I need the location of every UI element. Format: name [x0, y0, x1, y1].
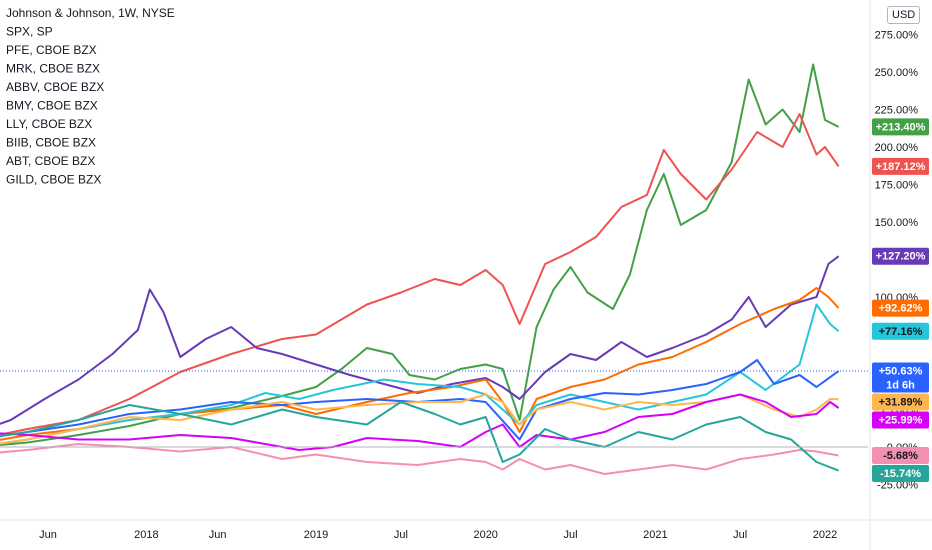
y-tick-label: 225.00% — [875, 105, 919, 117]
last-value-badge — [872, 247, 929, 265]
last-value-label: +25.99% — [879, 415, 923, 427]
y-tick-label: 250.00% — [875, 67, 919, 79]
last-value-label: +187.12% — [876, 161, 926, 173]
last-value-badge — [872, 118, 929, 136]
compare-symbol-label[interactable]: SPX, SP — [6, 25, 53, 39]
y-tick-label: 200.00% — [875, 142, 919, 154]
compare-symbol-label[interactable]: GILD, CBOE BZX — [6, 173, 101, 187]
compare-symbol-label[interactable]: ABBV, CBOE BZX — [6, 80, 104, 94]
last-value-label: +213.40% — [876, 121, 926, 133]
x-tick-label: 2019 — [304, 529, 328, 541]
last-value-label: +92.62% — [879, 303, 923, 315]
last-value-badge — [872, 299, 929, 317]
series-line-7 — [0, 393, 840, 451]
compare-symbol-label[interactable]: ABT, CBOE BZX — [6, 154, 95, 168]
y-tick-label: -25.00% — [877, 480, 918, 492]
last-value-badge — [872, 411, 929, 429]
series-line-2 — [0, 255, 840, 425]
last-value-badge — [872, 362, 929, 393]
series-line-5 — [0, 359, 840, 441]
currency-button[interactable]: USD — [887, 6, 921, 24]
y-tick-label: 175.00% — [875, 180, 919, 192]
symbol-legend: Johnson & Johnson, 1W, NYSE SPX, SP PFE, C… — [6, 6, 175, 187]
compare-symbol-label[interactable]: BMY, CBOE BZX — [6, 99, 98, 113]
compare-symbol-label[interactable]: LLY, CBOE BZX — [6, 117, 92, 131]
last-value-label: +77.16% — [879, 326, 923, 338]
main-symbol-title[interactable]: Johnson & Johnson, 1W, NYSE — [6, 6, 175, 20]
last-value-label: +127.20% — [876, 251, 926, 263]
x-tick-label: 2022 — [813, 529, 837, 541]
compare-symbol-label[interactable]: PFE, CBOE BZX — [6, 43, 97, 57]
x-tick-label: Jun — [39, 529, 57, 541]
series-line-0 — [0, 63, 840, 446]
x-tick-label: 2018 — [134, 529, 158, 541]
last-value-label: -5.68% — [883, 450, 918, 462]
series-line-6 — [0, 393, 839, 445]
x-tick-label: Jul — [733, 529, 747, 541]
compare-symbol-label[interactable]: MRK, CBOE BZX — [6, 62, 100, 76]
last-value-badge — [872, 447, 929, 465]
y-tick-label: 150.00% — [875, 217, 919, 229]
last-value-badge — [872, 393, 929, 411]
last-value-label: -15.74% — [880, 468, 921, 480]
x-tick-label: 2021 — [643, 529, 667, 541]
series-line-4 — [0, 303, 840, 445]
series-lines — [0, 63, 840, 475]
series-line-8 — [0, 443, 839, 475]
last-value-label: +31.89% — [879, 397, 923, 409]
y-tick-label: 275.00% — [875, 30, 919, 42]
compare-symbol-label[interactable]: BIIB, CBOE BZX — [6, 136, 96, 150]
last-value-label: +50.63% — [879, 366, 923, 378]
bar-countdown-label: 1d 6h — [886, 380, 915, 392]
last-value-badges: +213.40% +187.12% +127.20% +92.62% +77.16% +5… — [872, 118, 929, 483]
series-line-1 — [0, 113, 840, 436]
time-axis[interactable]: Jun 2018 Jun 2019 Jul 2020 Jul 2021 Jul 2022 — [39, 529, 837, 541]
x-tick-label: Jun — [209, 529, 227, 541]
x-tick-label: 2020 — [473, 529, 497, 541]
reference-lines — [0, 370, 868, 448]
last-value-badge — [872, 322, 929, 340]
series-line-9 — [0, 401, 839, 472]
last-value-badge — [872, 157, 929, 175]
last-value-badge — [872, 465, 929, 483]
x-tick-label: Jul — [563, 529, 577, 541]
x-tick-label: Jul — [394, 529, 408, 541]
